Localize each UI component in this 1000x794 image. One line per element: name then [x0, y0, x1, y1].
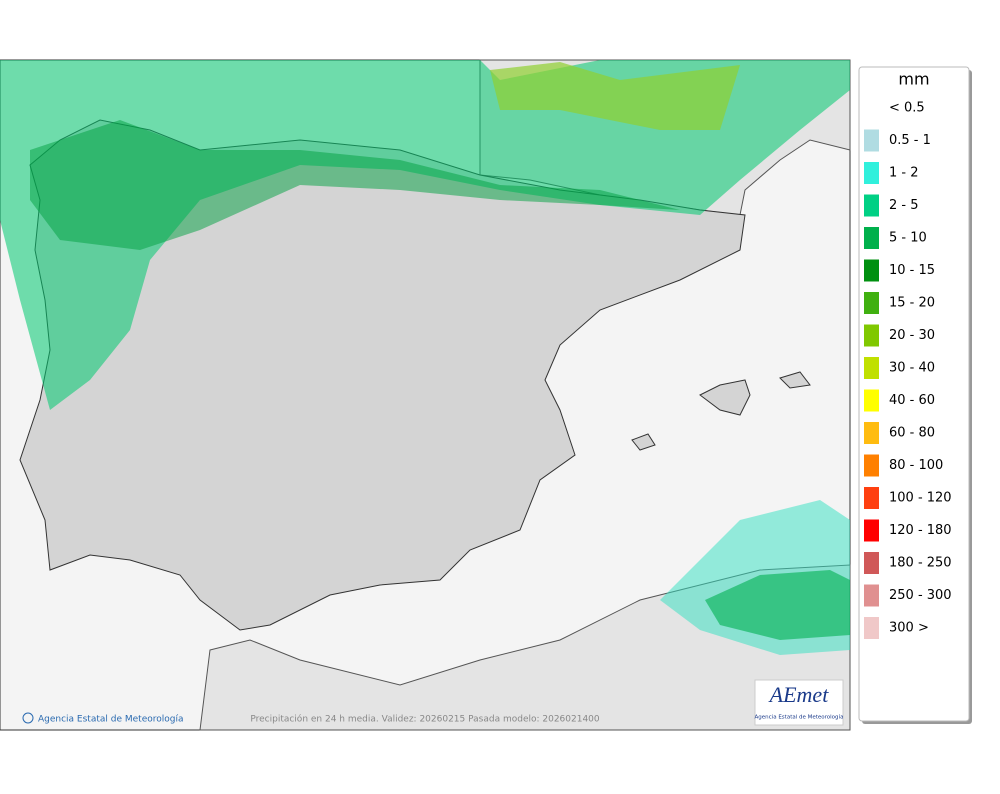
- legend-swatch: [864, 552, 879, 574]
- legend-swatch: [864, 129, 879, 152]
- copyright-icon: [22, 712, 34, 724]
- legend-label: 20 - 30: [889, 328, 935, 343]
- legend-swatch: [864, 389, 879, 412]
- precip-galicia: [30, 120, 680, 250]
- logo-name: AEmet: [768, 682, 830, 707]
- legend-label: 5 - 10: [889, 231, 927, 246]
- legend-label: 1 - 2: [889, 166, 919, 181]
- logo-box: [754, 679, 844, 726]
- legend-swatch: [864, 357, 879, 379]
- precip-france: [490, 62, 740, 130]
- legend-swatch: [864, 162, 879, 184]
- legend-label: 100 - 120: [889, 491, 952, 506]
- legend-label: 30 - 40: [889, 361, 935, 376]
- agency-credit: Agencia Estatal de Meteorología: [38, 715, 184, 725]
- legend-swatch: [864, 227, 879, 249]
- legend-label: 250 - 300: [889, 588, 952, 603]
- legend-swatch: [864, 194, 879, 217]
- legend-label: < 0.5: [889, 101, 925, 116]
- legend-box: [858, 66, 970, 722]
- legend-swatch: [864, 292, 879, 314]
- precip-south-core: [705, 570, 850, 640]
- legend-swatch: [864, 259, 879, 282]
- map-caption: Precipitación en 24 h media. Validez: 20…: [250, 714, 600, 725]
- legend-label: 0.5 - 1: [889, 133, 931, 148]
- legend-label: 40 - 60: [889, 393, 935, 408]
- legend-label: 180 - 250: [889, 556, 952, 571]
- menorca: [779, 371, 811, 389]
- legend: mm < 0.5 0.5 - 1 1 - 2 2 - 5 5 - 10 10 - 15 15…: [858, 66, 972, 724]
- legend-label: 2 - 5: [889, 198, 919, 213]
- mallorca: [699, 379, 751, 416]
- legend-swatch: [864, 454, 879, 477]
- legend-label: 300 >: [889, 621, 929, 636]
- map: Agencia Estatal de Meteorología Precipit…: [0, 59, 851, 731]
- ibiza: [631, 433, 656, 451]
- legend-label: 120 - 180: [889, 523, 952, 538]
- legend-label: 60 - 80: [889, 426, 935, 441]
- legend-swatch: [864, 584, 879, 607]
- legend-swatch: [864, 422, 879, 444]
- logo-subtitle: Agencia Estatal de Meteorología: [755, 714, 844, 721]
- legend-swatch: [864, 617, 879, 639]
- legend-swatch: [864, 324, 879, 347]
- legend-swatch: [864, 487, 879, 509]
- legend-label: 10 - 15: [889, 263, 935, 278]
- legend-title: mm: [898, 70, 929, 89]
- legend-swatch: [864, 519, 879, 542]
- legend-label: 80 - 100: [889, 458, 943, 473]
- precip-north: [0, 60, 850, 410]
- legend-label: 15 - 20: [889, 296, 935, 311]
